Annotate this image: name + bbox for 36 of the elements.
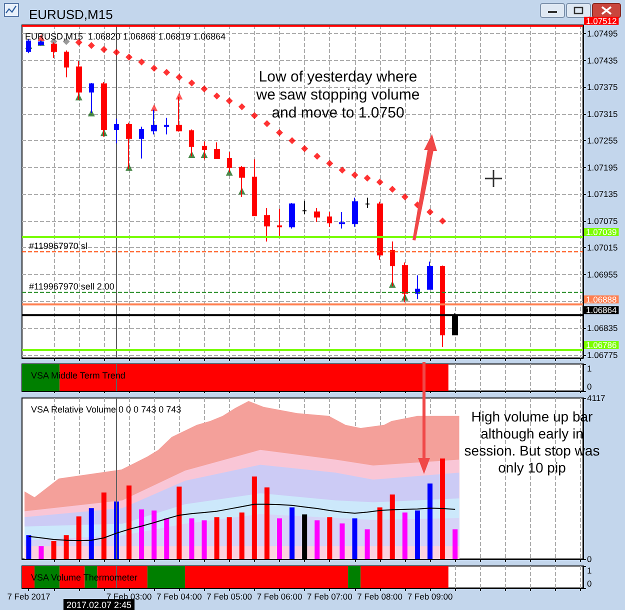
- x-tick-label: 7 Feb 09:00: [407, 592, 453, 602]
- y-tick-label: 0: [587, 578, 592, 588]
- ref-line-label: #119967970 sell 2.00: [29, 281, 114, 292]
- y-tick-label: 1.07495: [587, 28, 618, 38]
- y-tick-label: 1.07255: [587, 136, 618, 146]
- ref-line-label: 1.06786: [586, 340, 617, 350]
- text: VSA Relative Volume 0 0 0 743 0 743: [31, 404, 182, 414]
- y-tick-label: 0: [587, 554, 592, 564]
- text: 2017.02.07 2:45: [66, 600, 132, 610]
- y-tick-label: 1.07315: [587, 108, 618, 119]
- y-tick-label: 1.07375: [587, 82, 618, 92]
- y-tick-label: 1.07015: [587, 242, 618, 253]
- x-tick-label: 7 Feb 06:00: [256, 592, 302, 602]
- y-tick-label: 4117: [587, 393, 606, 403]
- y-tick-label: 1.07195: [587, 162, 618, 172]
- x-tick-label: 7 Feb 07:00: [306, 592, 353, 602]
- x-tick-label: 7 Feb 08:00: [357, 592, 403, 602]
- y-tick-label: 1: [587, 566, 592, 576]
- ref-line-label: 1.06864: [586, 305, 617, 316]
- x-tick-label: 7 Feb 2017: [7, 592, 50, 602]
- ref-line-label: 1.07512: [586, 16, 617, 26]
- y-tick-label: 1.06775: [587, 350, 618, 360]
- y-tick-label: 1.07075: [587, 216, 618, 226]
- x-tick-label: 7 Feb 05:00: [206, 592, 252, 602]
- y-tick-label: 1: [587, 364, 592, 374]
- annotation: Low of yesterday where we saw stopping volume and move to 1.0750: [255, 68, 420, 122]
- ref-line-label: #119967970 sl: [29, 240, 88, 251]
- ref-line-label: 1.07039: [586, 227, 617, 238]
- ref-line-label: 1.06888: [586, 294, 617, 304]
- y-tick-label: 0: [587, 382, 592, 392]
- y-tick-label: 1.06955: [587, 270, 618, 280]
- y-tick-label: 1.07435: [587, 55, 618, 66]
- x-tick-label: 7 Feb 04:00: [156, 592, 202, 602]
- chart-title: EURUSD,M15: [29, 7, 113, 22]
- y-tick-label: 1.07135: [587, 189, 618, 200]
- y-tick-label: 1.06835: [587, 323, 618, 334]
